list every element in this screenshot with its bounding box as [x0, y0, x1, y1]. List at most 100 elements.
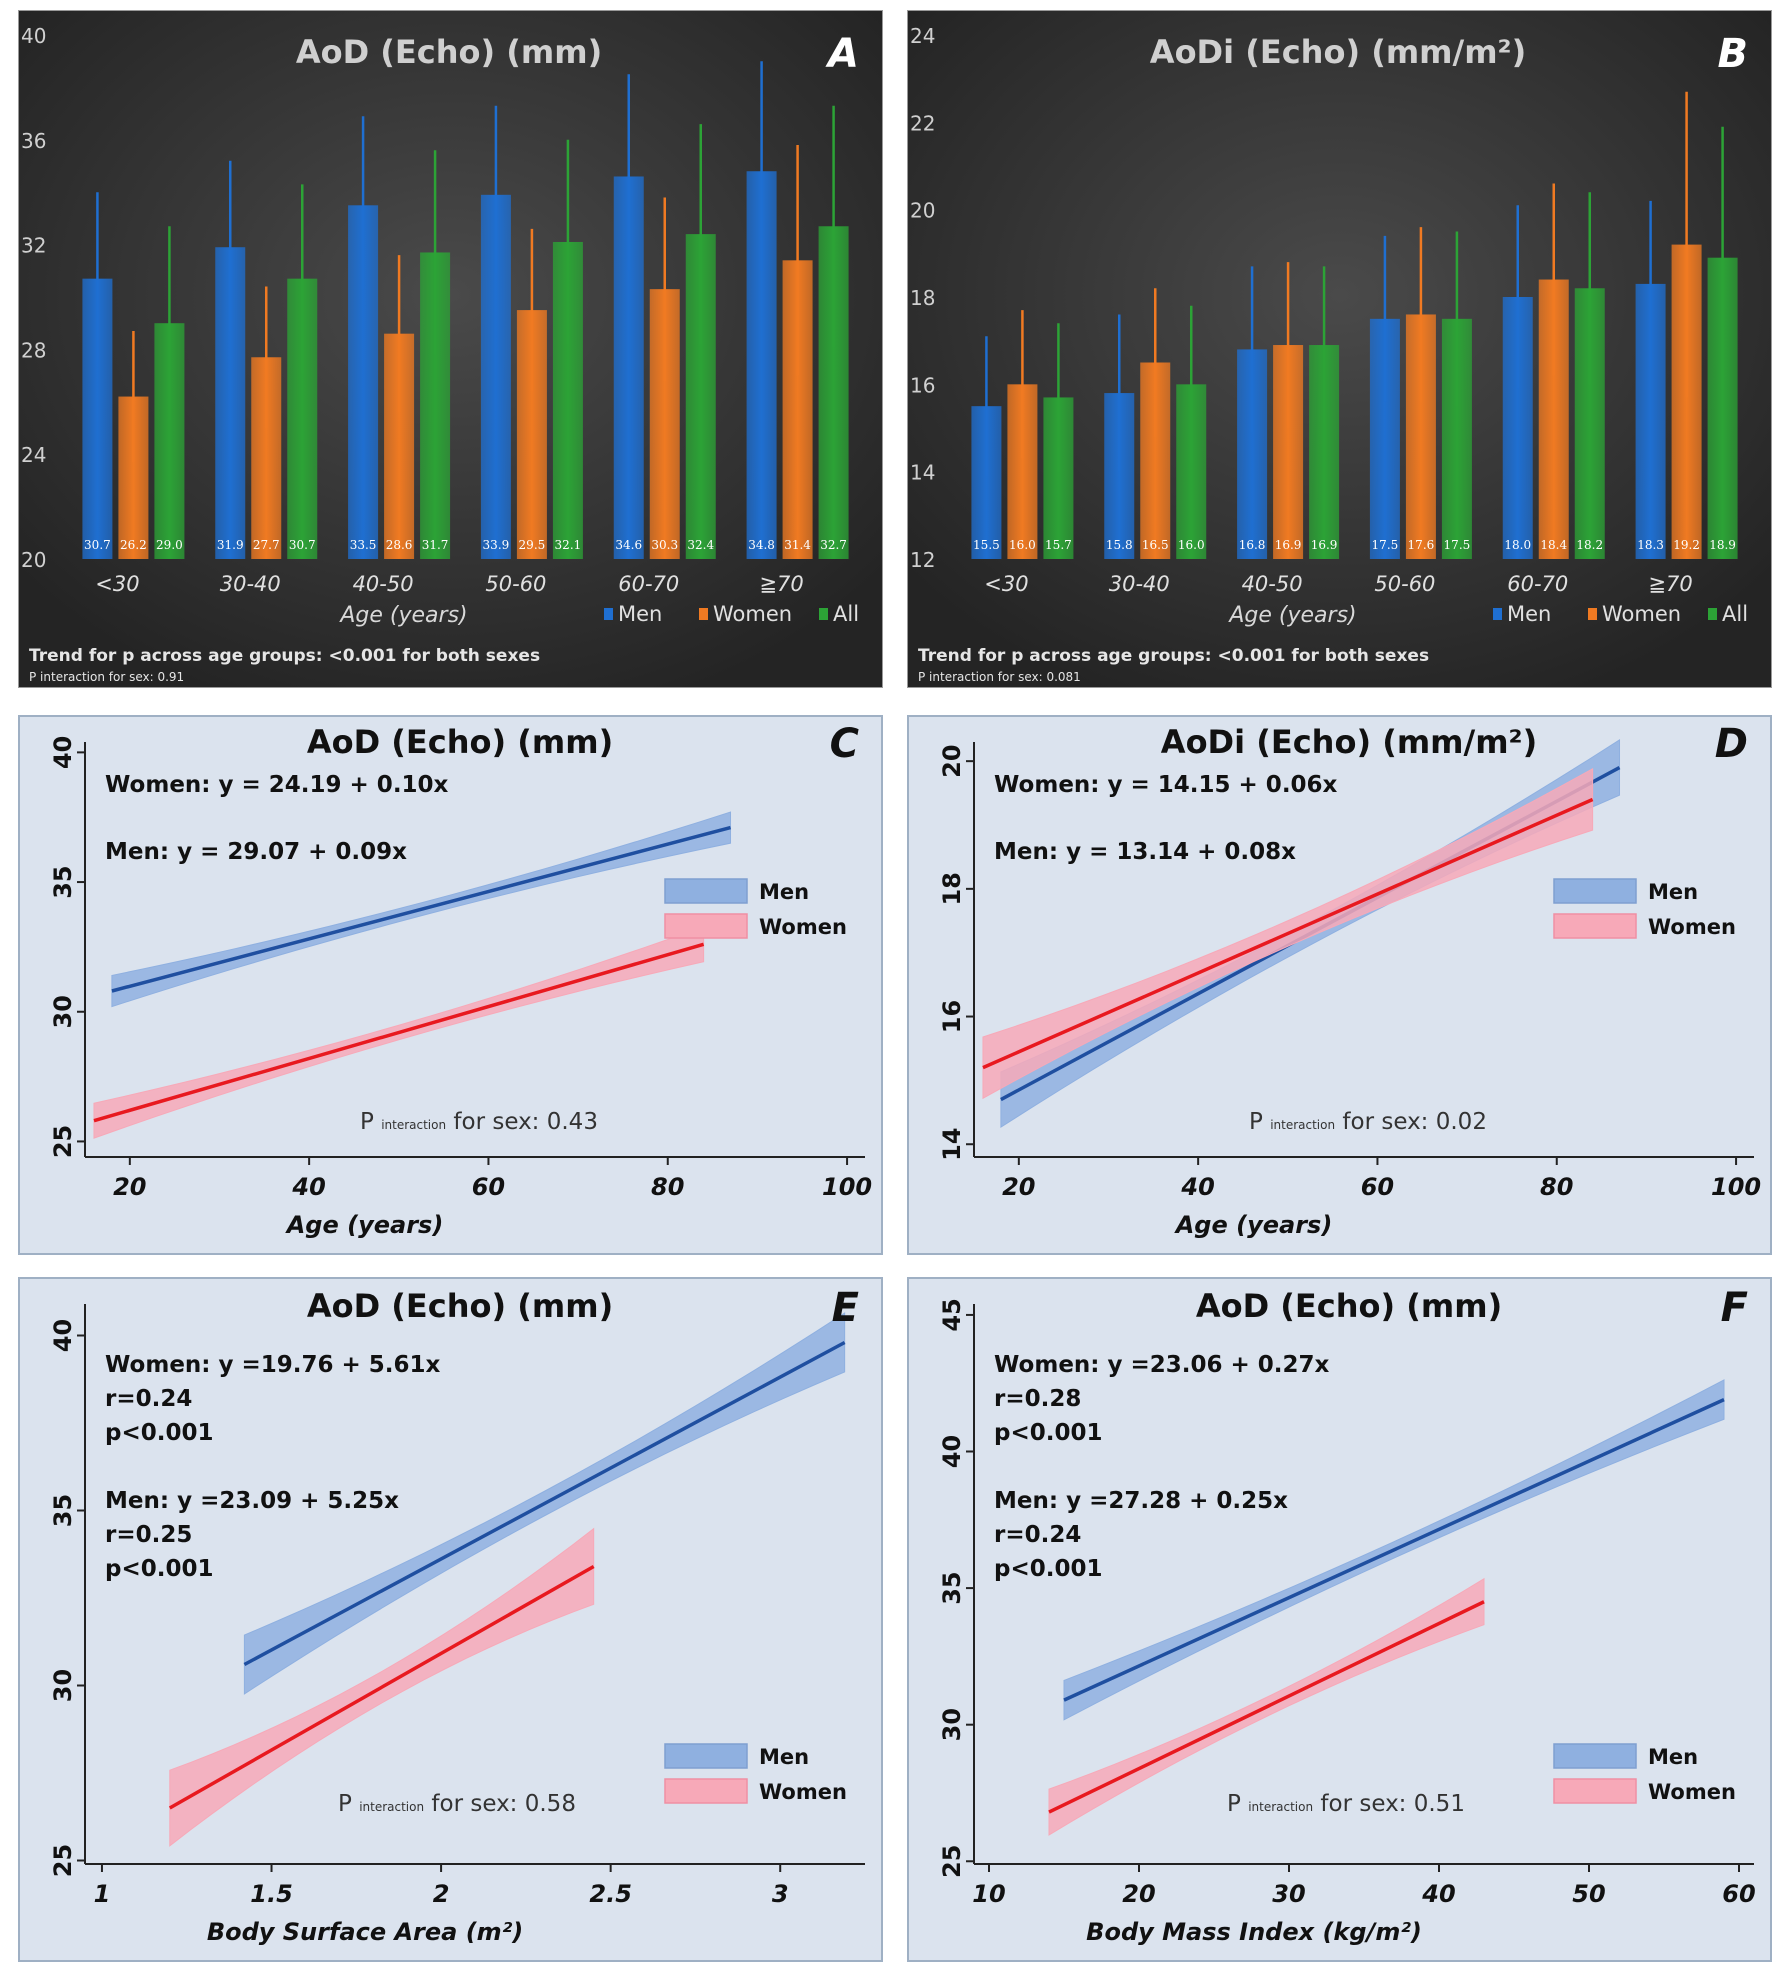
- x-tick-label: 60-70: [618, 572, 679, 596]
- chart-title: AoDi (Echo) (mm/m²): [1161, 723, 1537, 761]
- y-tick-label: 40: [49, 736, 77, 769]
- y-tick-label: 14: [938, 1128, 966, 1161]
- y-tick-label: 20: [21, 548, 46, 572]
- chart-title: AoD (Echo) (mm): [307, 1287, 613, 1325]
- regression-line-women: [93, 942, 705, 1123]
- p-subscript: interaction: [359, 1800, 424, 1814]
- panel-letter: A: [825, 31, 859, 77]
- x-tick-label: 10: [972, 1880, 1005, 1908]
- x-tick-label: 50-60: [485, 572, 546, 596]
- y-tick-label: 40: [21, 24, 46, 48]
- x-tick-label: 80: [651, 1173, 684, 1201]
- y-tick-label: 24: [910, 24, 935, 48]
- x-axis-label: Age (years): [1174, 1211, 1333, 1239]
- x-tick-label: 40: [291, 1173, 325, 1201]
- x-tick-label: 30: [1272, 1880, 1305, 1908]
- y-tick-label: 18: [938, 872, 966, 905]
- legend-label-women: Women: [759, 915, 847, 939]
- bar-value-label: 16.9: [1311, 538, 1338, 552]
- bar-value-label: 17.5: [1372, 538, 1399, 552]
- bar-value-label: 18.4: [1540, 538, 1567, 552]
- bar-value-label: 32.1: [555, 538, 582, 552]
- y-tick-label: 30: [49, 995, 77, 1028]
- legend-swatch-women: [1553, 913, 1637, 939]
- bar-value-label: 18.3: [1637, 538, 1664, 552]
- x-tick-label: 30-40: [220, 572, 281, 596]
- bar-value-label: 30.7: [84, 538, 111, 552]
- regression-line-men: [111, 825, 731, 993]
- bar-value-label: 16.0: [1178, 538, 1205, 552]
- equation-text: Women: y =19.76 + 5.61x: [105, 1352, 441, 1378]
- y-tick-label: 40: [938, 1435, 966, 1468]
- x-tick-label: 20: [1122, 1880, 1155, 1908]
- x-tick-label: 40: [1421, 1880, 1455, 1908]
- x-tick-label: 40: [1180, 1173, 1214, 1201]
- legend-swatch-women: [664, 913, 748, 939]
- y-tick-label: 30: [938, 1708, 966, 1741]
- bar-value-label: 28.6: [386, 538, 413, 552]
- bar-value-label: 29.5: [519, 538, 546, 552]
- p-subscript: interaction: [1270, 1118, 1335, 1132]
- legend-label-all: All: [833, 602, 859, 626]
- legend-label-men: Men: [618, 602, 662, 626]
- regression-line-men: [243, 1340, 846, 1667]
- p-subscript: interaction: [1248, 1800, 1313, 1814]
- x-tick-label: 2: [433, 1880, 450, 1908]
- y-tick-label: 22: [910, 111, 935, 135]
- x-tick-label: 30-40: [1109, 572, 1170, 596]
- p-suffix: for sex: 0.51: [1313, 1791, 1465, 1817]
- x-tick-label: 60-70: [1507, 572, 1568, 596]
- legend-swatch-women: [1553, 1778, 1637, 1804]
- equation-text: Men: y = 29.07 + 0.09x: [105, 839, 407, 865]
- x-tick-label: 100: [822, 1173, 872, 1201]
- bar-value-label: 16.8: [1239, 538, 1266, 552]
- equation-text: Women: y = 14.15 + 0.06x: [994, 772, 1338, 798]
- y-tick-label: 16: [910, 373, 935, 397]
- p-interaction-text: P interaction for sex: 0.02: [1249, 1109, 1487, 1135]
- equation-text: r=0.24: [994, 1522, 1081, 1548]
- x-tick-label: 40-50: [1242, 572, 1303, 596]
- x-tick-label: 60: [1361, 1173, 1394, 1201]
- legend-swatch-all: [1708, 608, 1717, 620]
- legend-swatch-men: [664, 1743, 748, 1769]
- bar-value-label: 26.2: [120, 538, 147, 552]
- bar-value-label: 18.9: [1709, 538, 1736, 552]
- legend-label-women: Women: [713, 602, 792, 626]
- footnote-interaction: P interaction for sex: 0.081: [918, 670, 1081, 684]
- y-tick-label: 20: [910, 199, 935, 223]
- chart-title: AoD (Echo) (mm): [296, 33, 602, 71]
- equation-text: Men: y =23.09 + 5.25x: [105, 1488, 399, 1514]
- bar-value-label: 30.7: [289, 538, 316, 552]
- p-prefix: P: [1249, 1109, 1270, 1135]
- x-axis-label: Body Mass Index (kg/m²): [1086, 1918, 1422, 1946]
- y-tick-label: 32: [21, 234, 46, 258]
- x-tick-label: 50: [1572, 1880, 1605, 1908]
- y-tick-label: 16: [938, 1000, 966, 1033]
- chart-title: AoDi (Echo) (mm/m²): [1150, 33, 1526, 71]
- panel-a-bar-chart: 20 24 28 32 36 40 30.7 26.2 29.0 <30 31.9 27.7 30.7 3…: [18, 10, 883, 688]
- y-tick-label: 25: [938, 1845, 966, 1878]
- x-tick-label: 2.5: [589, 1880, 632, 1908]
- bar-value-label: 34.6: [615, 538, 642, 552]
- equation-text: Women: y = 24.19 + 0.10x: [105, 772, 449, 798]
- bar-value-label: 31.4: [784, 538, 811, 552]
- chart-svg: 20 40 60 80 100 25 30 35 40 AoD (Echo) (mm) C Women…: [49, 721, 872, 1239]
- chart-svg: 20 40 60 80 100 14 16 18 20 AoDi (Echo) (mm/m²) D W…: [938, 721, 1761, 1239]
- legend-label-men: Men: [759, 1745, 809, 1769]
- bar-value-label: 32.4: [687, 538, 714, 552]
- x-tick-label: <30: [95, 572, 139, 596]
- x-tick-label: 1.5: [250, 1880, 293, 1908]
- panel-c-line-chart: 20 40 60 80 100 25 30 35 40 AoD (Echo) (mm) C Women…: [18, 715, 883, 1255]
- equation-text: r=0.28: [994, 1386, 1081, 1412]
- legend-swatch-men: [1553, 878, 1637, 904]
- chart-svg: 20 24 28 32 36 40 30.7 26.2 29.0 <30 31.9 27.7 30.7 3…: [19, 11, 882, 687]
- y-tick-label: 25: [49, 1125, 77, 1158]
- x-tick-label: 3: [772, 1880, 789, 1908]
- equation-text: r=0.24: [105, 1386, 192, 1412]
- x-tick-label: ≧70: [759, 572, 803, 596]
- legend-label-women: Women: [759, 1780, 847, 1804]
- panel-letter: B: [1718, 31, 1749, 77]
- bar-value-label: 18.0: [1504, 538, 1531, 552]
- legend-label-women: Women: [1648, 1780, 1736, 1804]
- p-interaction-text: P interaction for sex: 0.43: [360, 1109, 598, 1135]
